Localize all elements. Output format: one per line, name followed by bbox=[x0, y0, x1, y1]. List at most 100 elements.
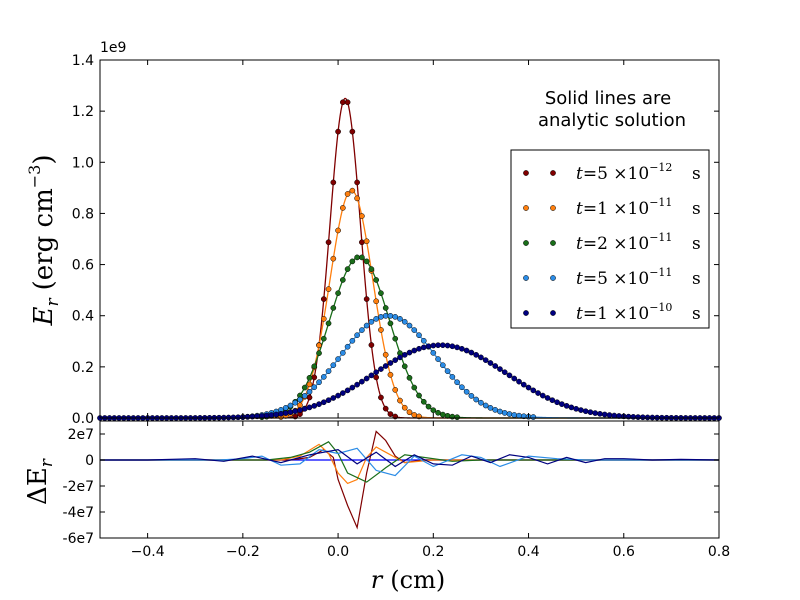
data-point bbox=[435, 342, 441, 349]
data-point bbox=[378, 394, 384, 401]
data-point bbox=[482, 357, 489, 363]
data-point bbox=[320, 374, 327, 380]
data-point bbox=[292, 408, 299, 415]
data-point bbox=[378, 290, 384, 297]
data-point bbox=[320, 335, 327, 342]
top-ytick-label: 0.6 bbox=[72, 258, 94, 274]
data-point bbox=[492, 363, 499, 369]
residual-curve-3 bbox=[100, 447, 719, 477]
data-point bbox=[378, 314, 384, 320]
data-point bbox=[373, 369, 380, 376]
data-point bbox=[606, 412, 613, 418]
top-points bbox=[97, 99, 722, 421]
data-point bbox=[482, 402, 489, 409]
data-point bbox=[330, 179, 337, 186]
data-point bbox=[430, 407, 437, 414]
data-point bbox=[459, 384, 465, 391]
data-point bbox=[301, 405, 308, 412]
delta-label: ΔE bbox=[23, 467, 53, 505]
data-point bbox=[359, 327, 365, 333]
legend-marker bbox=[550, 205, 556, 211]
data-point bbox=[292, 399, 299, 406]
data-point bbox=[235, 414, 241, 421]
data-point bbox=[439, 342, 446, 349]
bottom-ytick-label: 2e7 bbox=[68, 427, 94, 443]
ylabel-exp: −3 bbox=[25, 165, 44, 189]
data-point bbox=[444, 342, 451, 349]
y-scale-label: 1e9 bbox=[100, 40, 126, 56]
data-point bbox=[230, 414, 237, 421]
data-point bbox=[468, 349, 475, 356]
data-point bbox=[382, 351, 389, 358]
data-point bbox=[311, 374, 318, 381]
data-point bbox=[387, 320, 394, 327]
top-ytick-label: 1.2 bbox=[72, 104, 94, 120]
data-point bbox=[335, 227, 341, 234]
data-point bbox=[539, 392, 546, 399]
data-point bbox=[287, 402, 294, 409]
data-point bbox=[335, 290, 341, 297]
data-point bbox=[330, 255, 337, 262]
data-point bbox=[325, 397, 332, 404]
data-point bbox=[397, 316, 403, 322]
data-point bbox=[268, 412, 275, 418]
data-point bbox=[454, 379, 460, 386]
data-point bbox=[349, 337, 356, 344]
ylabel-main: E bbox=[29, 306, 59, 326]
data-point bbox=[330, 305, 337, 311]
data-point bbox=[354, 332, 360, 339]
data-point bbox=[416, 345, 422, 352]
xtick-label: 0.8 bbox=[708, 544, 730, 560]
data-point bbox=[244, 414, 251, 420]
data-point bbox=[511, 375, 518, 382]
xtick-label: 0.4 bbox=[517, 544, 539, 560]
data-point bbox=[359, 213, 365, 219]
data-point bbox=[397, 397, 403, 404]
top-y-axis-label: Er (erg cm−3) bbox=[25, 155, 63, 327]
data-point bbox=[373, 374, 380, 381]
data-point bbox=[354, 179, 360, 186]
top-ytick-label: 0.4 bbox=[72, 309, 94, 325]
data-point bbox=[282, 410, 289, 416]
bottom-y-axis-label: ΔEr bbox=[23, 458, 57, 505]
data-point bbox=[378, 327, 384, 333]
data-point bbox=[582, 408, 589, 415]
data-point bbox=[325, 286, 332, 292]
data-point bbox=[439, 411, 446, 418]
data-point bbox=[406, 349, 413, 356]
data-point bbox=[273, 411, 280, 418]
xtick-label: 0.0 bbox=[327, 544, 349, 560]
xlabel-units: (cm) bbox=[390, 566, 445, 594]
data-point bbox=[311, 384, 318, 391]
data-point bbox=[406, 322, 413, 329]
data-point bbox=[363, 375, 370, 382]
data-point bbox=[430, 342, 437, 349]
legend-marker bbox=[550, 275, 556, 281]
data-point bbox=[368, 342, 375, 348]
data-point bbox=[578, 407, 584, 413]
data-point bbox=[382, 305, 389, 311]
legend-label-3: t=5 ×10−11 s bbox=[576, 266, 701, 289]
data-point bbox=[435, 409, 441, 416]
data-point bbox=[335, 128, 341, 135]
legend: t=5 ×10−12 s t=1 ×10−11 s t=2 ×10−11 s t=5 ×10… bbox=[510, 149, 710, 329]
data-point bbox=[425, 343, 432, 350]
top-ytick-label: 1.4 bbox=[72, 53, 94, 69]
data-point bbox=[487, 360, 494, 366]
data-point bbox=[506, 411, 513, 417]
data-point bbox=[325, 368, 332, 375]
data-point bbox=[387, 360, 394, 366]
data-point bbox=[330, 362, 337, 369]
data-point bbox=[530, 387, 537, 394]
data-point bbox=[339, 99, 346, 106]
legend-label-1: t=1 ×10−11 s bbox=[576, 196, 701, 219]
data-point bbox=[359, 254, 365, 261]
data-point bbox=[611, 412, 618, 419]
data-point bbox=[449, 374, 456, 380]
legend-marker bbox=[523, 275, 529, 281]
data-point bbox=[297, 402, 303, 409]
data-point bbox=[263, 412, 270, 419]
data-point bbox=[473, 352, 480, 358]
x-axis-label: r (cm) bbox=[371, 566, 445, 594]
